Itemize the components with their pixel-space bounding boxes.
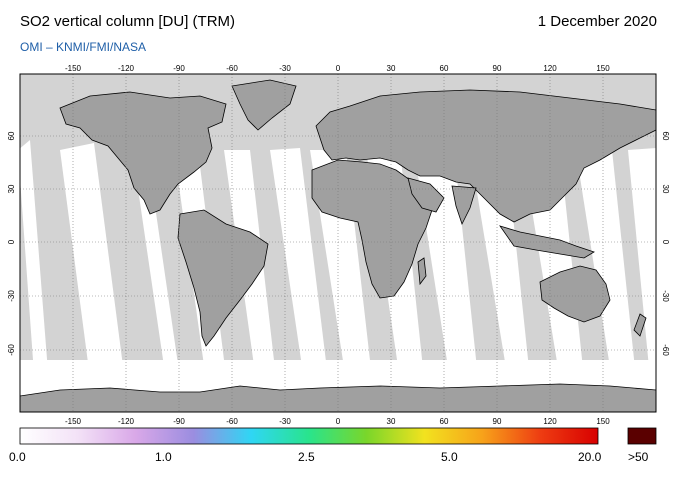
new-zealand	[633, 313, 647, 337]
lat-tick-label: 0	[7, 239, 16, 244]
swath	[60, 143, 124, 378]
arabia	[407, 177, 445, 213]
europe-asia	[315, 89, 656, 223]
lon-tick-label: -150	[65, 417, 82, 426]
southeast-asia-islands	[499, 225, 595, 259]
lon-labels-bottom: -150 -120 -90 -60 -30 0 30 60 90 120 150	[65, 417, 610, 426]
colorbar-gradient	[19, 427, 599, 445]
swath	[628, 148, 656, 378]
lon-tick-label: -120	[118, 64, 135, 73]
lat-labels-left: 60 30 0 -30 -60	[7, 131, 16, 356]
credit-line: OMI – KNMI/FMI/NASA	[20, 40, 147, 54]
land-masses	[20, 79, 656, 412]
map-title: SO2 vertical column [DU] (TRM)	[20, 13, 236, 30]
lon-tick-label: -30	[279, 417, 291, 426]
lon-tick-label: 150	[596, 417, 610, 426]
lon-tick-label: 90	[493, 417, 502, 426]
colorbar-label: 2.5	[298, 450, 315, 464]
map-area	[20, 74, 656, 412]
africa	[311, 159, 433, 299]
colorbar-label: 20.0	[578, 450, 602, 464]
lon-tick-label: 60	[440, 417, 449, 426]
lat-tick-label: 60	[661, 132, 670, 141]
lat-tick-label: -30	[661, 290, 670, 302]
colorbar-label: 5.0	[441, 450, 458, 464]
australia	[539, 265, 611, 323]
swath	[270, 148, 328, 380]
map-date: 1 December 2020	[537, 13, 657, 30]
lon-tick-label: -60	[226, 417, 238, 426]
lon-tick-label: 150	[596, 64, 610, 73]
lon-tick-label: -150	[65, 64, 82, 73]
lat-tick-label: -60	[7, 344, 16, 356]
lon-tick-label: 90	[493, 64, 502, 73]
lat-tick-label: 60	[7, 131, 16, 140]
lon-tick-label: 30	[387, 64, 396, 73]
lon-tick-label: -120	[118, 417, 135, 426]
lon-labels-top: -150 -120 -90 -60 -30 0 30 60 90 120 150	[65, 64, 610, 73]
swath	[576, 150, 636, 380]
lat-tick-label: -60	[661, 344, 670, 356]
india	[451, 185, 477, 226]
lat-tick-label: 30	[661, 185, 670, 194]
lon-tick-label: 60	[440, 64, 449, 73]
colorbar-label: >50	[628, 450, 649, 464]
madagascar	[417, 257, 427, 286]
lat-tick-label: 30	[7, 184, 16, 193]
lon-tick-label: 120	[543, 417, 557, 426]
graticule	[20, 74, 656, 412]
swath	[470, 150, 530, 380]
map-frame	[19, 73, 657, 413]
lat-labels-right: 60 30 0 -30 -60	[661, 132, 670, 357]
greenland	[231, 79, 297, 131]
lat-tick-label: 0	[661, 240, 670, 245]
lon-tick-label: -60	[226, 64, 238, 73]
lon-tick-label: 120	[543, 64, 557, 73]
swath	[132, 144, 180, 380]
colorbar-overflow-swatch	[627, 427, 657, 445]
south-america	[177, 209, 269, 347]
lon-tick-label: -90	[173, 64, 185, 73]
colorbar-label: 0.0	[9, 450, 26, 464]
colorbar-label: 1.0	[155, 450, 172, 464]
lon-tick-label: 0	[336, 417, 341, 426]
north-america	[59, 91, 227, 215]
swath	[20, 140, 48, 374]
lon-tick-label: -30	[279, 64, 291, 73]
lon-tick-label: 0	[336, 64, 341, 73]
lon-tick-label: 30	[387, 417, 396, 426]
lon-tick-label: -90	[173, 417, 185, 426]
lat-tick-label: -30	[7, 290, 16, 302]
